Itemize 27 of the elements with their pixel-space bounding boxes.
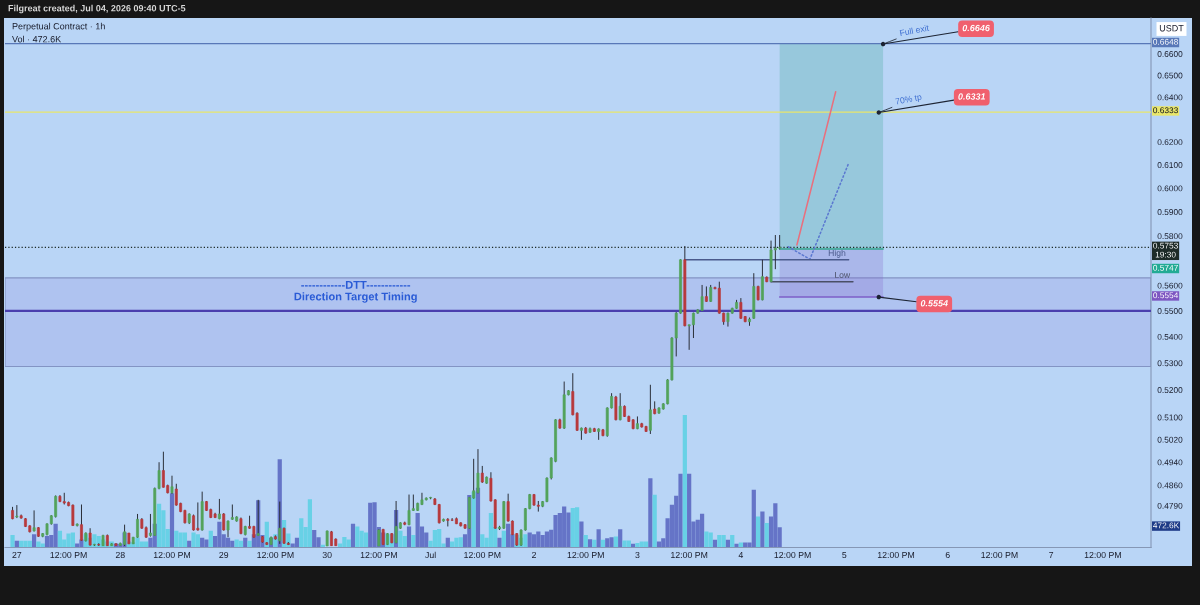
x-tick-label: 12:00 PM <box>50 551 87 559</box>
x-tick-label: 12:00 PM <box>360 551 397 559</box>
annotation: Full exit <box>899 24 930 37</box>
x-tick-label: 12:00 PM <box>671 551 708 559</box>
text: Filgreat created, Jul 04, 2026 09:40 UTC-5 <box>8 4 186 14</box>
x-tick-label: 3 <box>635 551 640 559</box>
x-tick-label: 12:00 PM <box>1084 551 1121 559</box>
x-tick-label: Jul <box>425 551 436 559</box>
x-tick-label: 7 <box>1049 551 1054 559</box>
x-tick-label: 12:00 PM <box>774 551 811 559</box>
x-tick-label: 27 <box>12 551 22 559</box>
x-tick-label: 30 <box>322 551 332 559</box>
x-tick-label: 12:00 PM <box>981 551 1018 559</box>
x-tick-label: 28 <box>115 551 125 559</box>
x-tick-label: 12:00 PM <box>464 551 501 559</box>
y-axis-title: USDT <box>1159 25 1184 32</box>
x-tick-label: 4 <box>738 551 744 559</box>
x-tick-label: 29 <box>219 551 229 559</box>
x-tick-label: 6 <box>945 551 950 559</box>
x-tick-label: 5 <box>842 551 847 559</box>
x-tick-label: 12:00 PM <box>257 551 294 559</box>
x-tick-label: 2 <box>532 551 536 559</box>
x-tick-label: 12:00 PM <box>567 551 604 559</box>
x-tick-label: 12:00 PM <box>153 551 191 559</box>
annotation: 0.6646 <box>962 24 990 32</box>
chart-title: Perpetual Contract · 1h <box>12 22 105 32</box>
x-tick-label: 12:00 PM <box>877 551 915 559</box>
